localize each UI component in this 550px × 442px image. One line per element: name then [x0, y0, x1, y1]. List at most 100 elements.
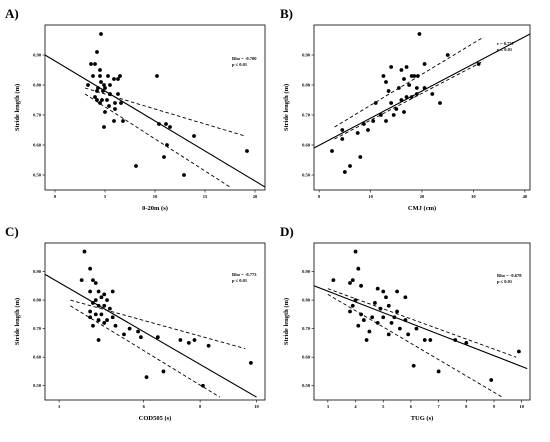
- y-tick-label: 0.50: [33, 383, 42, 388]
- data-point: [110, 289, 115, 294]
- data-point: [93, 281, 98, 285]
- data-point: [102, 125, 106, 129]
- data-point: [331, 278, 336, 283]
- x-tick-label: 5: [382, 404, 385, 409]
- data-point: [91, 323, 95, 328]
- panel-letter: C): [5, 224, 19, 239]
- chart-panel-2: B) 0 10 20 30 40 0.50 0.60 0.70 0.80 0.90 CMJ (cm) S…: [280, 6, 531, 212]
- data-point: [373, 301, 377, 305]
- data-point: [99, 80, 103, 84]
- data-point: [164, 122, 168, 126]
- data-point: [353, 249, 358, 254]
- data-point: [102, 303, 107, 308]
- ci-lower-line: [84, 93, 231, 188]
- data-point: [96, 86, 100, 90]
- data-point: [356, 323, 361, 328]
- x-tick-label: 0: [54, 194, 57, 199]
- data-point: [464, 341, 469, 345]
- data-point: [355, 131, 360, 135]
- data-point: [91, 74, 95, 78]
- data-point: [350, 278, 355, 283]
- data-point: [353, 298, 358, 302]
- data-point: [112, 119, 116, 123]
- regression-line: [45, 54, 265, 188]
- data-point: [403, 318, 408, 322]
- data-point: [82, 249, 87, 254]
- y-tick-label: 0.70: [302, 326, 311, 331]
- x-tick-label: 6: [143, 404, 146, 409]
- data-point: [206, 343, 211, 348]
- data-point: [192, 338, 197, 342]
- data-point: [428, 338, 433, 342]
- data-point: [391, 113, 396, 117]
- data-point: [386, 332, 391, 337]
- data-point: [348, 309, 352, 314]
- data-point: [103, 110, 107, 114]
- ci-lower-line: [334, 60, 484, 140]
- data-point: [99, 295, 104, 300]
- data-point: [88, 309, 93, 314]
- data-point: [101, 89, 105, 93]
- x-tick-label: 5: [104, 194, 107, 199]
- data-point: [399, 68, 404, 72]
- data-point: [98, 101, 102, 105]
- data-point: [186, 341, 191, 345]
- data-point: [105, 298, 109, 302]
- data-point: [112, 77, 116, 81]
- data-point: [102, 83, 106, 87]
- data-point: [108, 92, 112, 96]
- data-point: [378, 306, 383, 311]
- data-point: [91, 278, 95, 283]
- data-point: [102, 292, 107, 297]
- data-point: [113, 323, 118, 328]
- data-point: [359, 283, 363, 288]
- data-point: [96, 318, 101, 322]
- x-tick-label: 20: [420, 194, 425, 199]
- data-point: [134, 164, 138, 168]
- data-point: [136, 329, 140, 334]
- data-point: [350, 303, 355, 308]
- data-point: [342, 170, 347, 174]
- y-axis-title: Stride length (m): [14, 298, 21, 345]
- x-axis-title: TUG (s): [411, 415, 434, 422]
- data-point: [404, 95, 409, 99]
- x-tick-label: 9: [493, 404, 496, 409]
- y-axis-title: Stride length (m): [283, 298, 290, 345]
- y-tick-label: 0.60: [302, 355, 311, 360]
- data-point: [98, 68, 102, 72]
- data-point: [98, 74, 102, 78]
- ci-lower-line: [70, 305, 221, 398]
- plot-frame: [44, 242, 266, 401]
- data-point: [105, 98, 109, 102]
- data-point: [412, 74, 417, 78]
- data-point: [93, 298, 98, 302]
- data-point: [201, 383, 205, 388]
- data-point: [93, 62, 97, 66]
- x-tick-label: 8: [199, 404, 202, 409]
- data-point: [381, 315, 386, 320]
- data-point: [89, 62, 93, 66]
- data-point: [96, 289, 101, 294]
- regression-line: [314, 33, 530, 149]
- stat-annotation: Rho = -0.678: [497, 273, 522, 278]
- data-point: [409, 95, 414, 99]
- data-point: [378, 113, 383, 117]
- data-point: [359, 312, 363, 317]
- data-point: [407, 83, 412, 87]
- stat-annotation: Rho = -0.773: [232, 272, 257, 277]
- stat-annotation: Rho = -0.700: [232, 56, 257, 61]
- data-point: [356, 266, 361, 271]
- data-point: [361, 122, 366, 126]
- y-tick-label: 0.90: [33, 269, 42, 274]
- data-point: [102, 321, 107, 325]
- data-point: [414, 326, 419, 331]
- panel-letter: B): [280, 6, 293, 21]
- y-tick-label: 0.90: [33, 53, 42, 58]
- data-point: [192, 134, 196, 138]
- x-tick-label: 40: [523, 194, 528, 199]
- x-tick-label: 10: [519, 404, 524, 409]
- chart-panel-1: A) 0 5 10 15 20 0.50 0.60 0.70 0.80 0.90 0-20m (s) S…: [5, 6, 266, 212]
- data-point: [182, 173, 186, 177]
- y-tick-label: 0.70: [33, 113, 42, 118]
